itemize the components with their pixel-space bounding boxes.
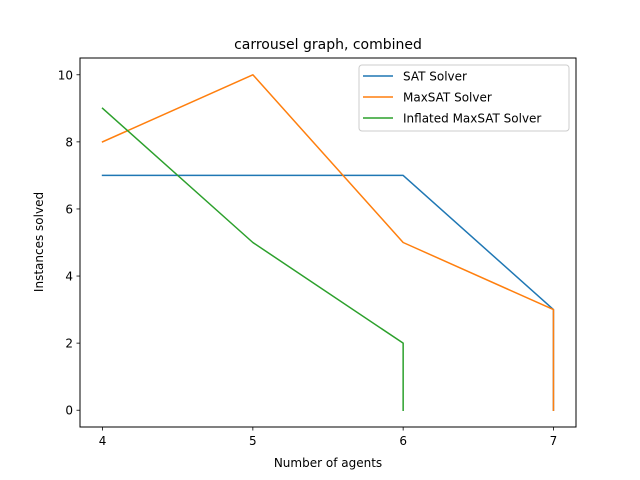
x-axis-label: Number of agents — [274, 456, 382, 470]
plot-area — [101, 74, 555, 411]
x-axis: 4 5 6 7 — [99, 427, 558, 448]
x-tick-label: 4 — [99, 434, 107, 448]
y-tick-label: 6 — [65, 202, 73, 216]
legend-label-0: SAT Solver — [403, 70, 467, 84]
x-tick-label: 6 — [399, 434, 407, 448]
legend-label-2: Inflated MaxSAT Solver — [403, 112, 541, 126]
legend: SAT Solver MaxSAT Solver Inflated MaxSAT S… — [358, 64, 570, 132]
y-tick-label: 10 — [58, 68, 73, 82]
chart-title: carrousel graph, combined — [234, 37, 422, 53]
y-tick-label: 4 — [65, 270, 73, 284]
axes-frame — [79, 57, 577, 428]
legend-label-1: MaxSAT Solver — [403, 91, 492, 105]
series-line-2 — [101, 107, 404, 411]
y-axis-label: Instances solved — [32, 192, 46, 292]
series-line-1 — [101, 74, 555, 411]
y-tick-label: 0 — [65, 404, 73, 418]
x-tick-label: 7 — [550, 434, 558, 448]
y-tick-label: 8 — [65, 135, 73, 149]
y-tick-label: 2 — [65, 337, 73, 351]
y-axis: 0 2 4 6 8 10 — [58, 68, 80, 418]
legend-box — [358, 64, 570, 132]
x-tick-label: 5 — [249, 434, 257, 448]
